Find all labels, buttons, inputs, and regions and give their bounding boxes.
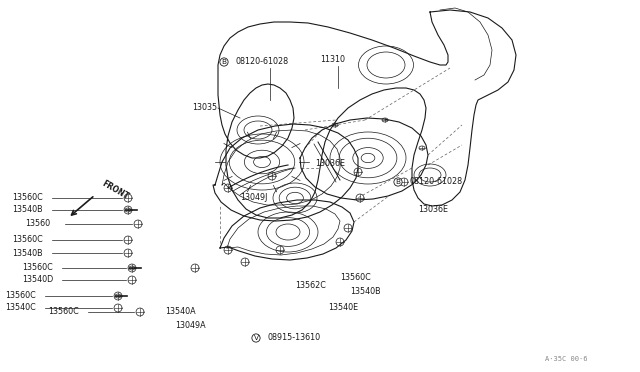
Text: 13035: 13035 <box>192 103 217 112</box>
Text: 13540B: 13540B <box>12 205 43 215</box>
Text: 13540B: 13540B <box>350 288 381 296</box>
Text: 13560C: 13560C <box>12 193 43 202</box>
Text: V: V <box>253 335 259 341</box>
Text: 13540C: 13540C <box>5 304 36 312</box>
Text: 08915-13610: 08915-13610 <box>268 334 321 343</box>
Text: 11310: 11310 <box>320 55 345 64</box>
Text: 13540A: 13540A <box>165 308 196 317</box>
Text: 13049J: 13049J <box>240 193 268 202</box>
Text: FRONT: FRONT <box>100 179 130 201</box>
Text: 13036E: 13036E <box>418 205 448 215</box>
Text: A·35C 00·6: A·35C 00·6 <box>545 356 588 362</box>
Text: B: B <box>396 179 401 185</box>
Text: 13540E: 13540E <box>328 304 358 312</box>
Text: 13540B: 13540B <box>12 248 43 257</box>
Text: 13560C: 13560C <box>48 308 79 317</box>
Text: 13049A: 13049A <box>175 321 205 330</box>
Text: 13562C: 13562C <box>295 280 326 289</box>
Text: 13560C: 13560C <box>12 235 43 244</box>
Text: 13036E: 13036E <box>315 160 345 169</box>
Text: 13560C: 13560C <box>22 263 52 273</box>
Text: 13540D: 13540D <box>22 276 53 285</box>
Text: 13560C: 13560C <box>5 292 36 301</box>
Text: 08120-61028: 08120-61028 <box>410 177 463 186</box>
Text: 13560: 13560 <box>25 219 50 228</box>
Text: B: B <box>221 59 227 65</box>
Text: 13560C: 13560C <box>340 273 371 282</box>
Text: 08120-61028: 08120-61028 <box>236 58 289 67</box>
